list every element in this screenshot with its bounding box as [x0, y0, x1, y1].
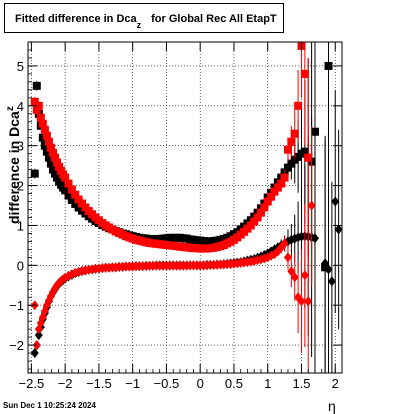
series-2	[30, 41, 313, 258]
data-point-square	[304, 153, 313, 162]
data-point-square	[30, 169, 39, 178]
plot-frame	[27, 41, 343, 374]
data-point-square	[34, 101, 43, 110]
x-tick-label-9: 2	[332, 376, 339, 391]
y-tick-label-7: 5	[17, 59, 24, 74]
data-point-diamond	[300, 270, 309, 281]
data-point-square	[300, 147, 309, 156]
data-point-diamond	[321, 258, 330, 269]
data-point-square	[48, 148, 57, 157]
data-point-diamond	[324, 264, 333, 275]
data-point-square	[283, 145, 292, 154]
x-tick-label-0: −2.5	[19, 376, 45, 391]
x-tick-label-6: 0.5	[225, 376, 243, 391]
data-point-diamond	[304, 296, 313, 307]
data-point-square	[46, 143, 55, 152]
axis-ticks	[28, 42, 342, 373]
data-point-square	[287, 137, 296, 146]
data-point-square	[71, 190, 80, 199]
data-point-diamond	[34, 330, 43, 341]
x-tick-label-3: −1	[125, 376, 140, 391]
data-point-square	[256, 208, 265, 217]
data-point-square	[263, 197, 272, 206]
data-point-square	[38, 119, 47, 128]
chart-title-main: Fitted difference in Dca	[15, 13, 137, 25]
chart-title-subscript: z	[136, 20, 142, 30]
data-point-square	[64, 179, 73, 188]
data-point-square	[53, 158, 62, 167]
data-point-square	[44, 137, 53, 146]
data-point-square	[61, 186, 70, 195]
x-tick-label-5: 0	[197, 376, 204, 391]
chart-title-rest: for Global Rec All EtapT	[151, 13, 277, 25]
data-point-diamond	[283, 252, 292, 263]
y-tick-label-4: 2	[17, 179, 24, 194]
data-point-diamond	[307, 200, 316, 211]
data-point-diamond	[297, 296, 306, 307]
y-tick-label-3: 1	[17, 218, 24, 233]
x-tick-label-2: −1.5	[86, 376, 112, 391]
x-axis-label: η	[328, 398, 336, 414]
title-box: Fitted difference in Dcaz for Global Rec …	[4, 3, 284, 33]
data-point-square	[44, 153, 53, 162]
data-point-square	[277, 179, 286, 188]
data-point-square	[267, 192, 276, 201]
data-point-square	[51, 153, 60, 162]
y-axis-label-subscript: z	[5, 106, 16, 112]
data-point-square	[260, 203, 269, 212]
data-point-diamond	[290, 272, 299, 283]
data-point-square	[42, 131, 51, 140]
data-point-diamond	[334, 224, 343, 235]
data-point-diamond	[280, 238, 289, 249]
data-point-square	[30, 97, 39, 106]
axis-tick-labels: −2.5 −2 −1.5 −1 −0.5 0 0.5 1 1.5 2 −2 −1 0 1 2 3 4 5	[9, 59, 339, 391]
data-point-square	[32, 81, 41, 90]
data-point-square	[294, 101, 303, 110]
data-point-diamond	[310, 233, 319, 244]
data-point-diamond	[327, 276, 336, 287]
series-0	[30, 42, 333, 373]
data-point-square	[36, 113, 45, 122]
data-point-diamond	[287, 266, 296, 277]
data-point-square	[290, 129, 299, 138]
data-point-square	[64, 191, 73, 200]
x-tick-label-4: −0.5	[154, 376, 180, 391]
data-point-square	[40, 125, 49, 134]
data-point-diamond	[331, 196, 340, 207]
chart-title: Fitted difference in Dcaz for Global Rec …	[15, 13, 277, 30]
y-tick-label-6: 4	[17, 99, 24, 114]
y-tick-label-0: −2	[9, 338, 24, 353]
series-3	[30, 125, 316, 373]
data-point-square	[67, 185, 76, 194]
data-point-square	[38, 133, 47, 142]
data-point-square	[46, 159, 55, 168]
data-point-square	[253, 213, 262, 222]
data-point-square	[280, 173, 289, 182]
data-points	[30, 41, 343, 373]
data-point-square	[300, 69, 309, 78]
x-tick-label-8: 1.5	[292, 376, 310, 391]
data-point-square	[324, 61, 333, 70]
data-point-diamond	[30, 348, 39, 359]
data-point-square	[42, 147, 51, 156]
y-tick-label-2: 0	[17, 258, 24, 273]
y-tick-label-5: 3	[17, 139, 24, 154]
timestamp-footer: Sun Dec 1 10:25:24 2024	[3, 401, 96, 410]
y-tick-label-1: −1	[9, 298, 24, 313]
data-point-square	[40, 141, 49, 150]
data-point-square	[61, 173, 70, 182]
x-tick-label-1: −2	[58, 376, 73, 391]
x-tick-label-7: 1	[264, 376, 271, 391]
y-axis-label-main: difference in Dca	[6, 111, 22, 224]
